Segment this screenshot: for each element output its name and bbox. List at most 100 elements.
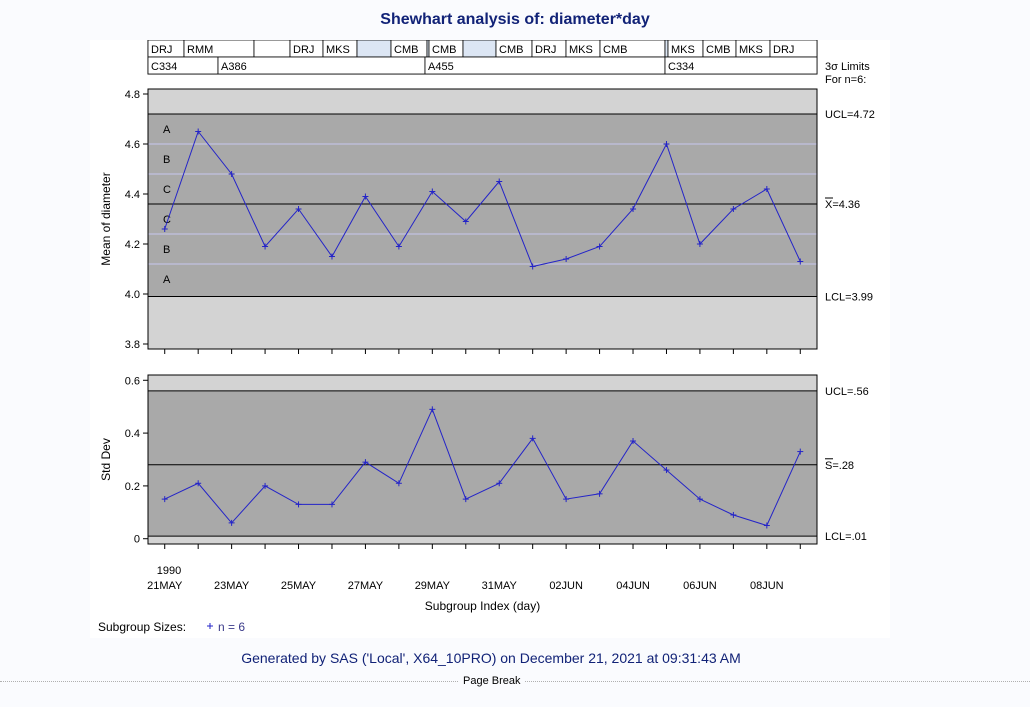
operator-cell	[253, 39, 291, 58]
y-tick-label: 4.8	[125, 89, 140, 101]
y-tick-label: 4.4	[125, 189, 140, 201]
batch-label: C334	[668, 61, 694, 73]
operator-cell	[462, 39, 497, 58]
data-point	[262, 482, 269, 489]
batch-cell	[424, 56, 666, 75]
limits-header-line1: 3σ Limits	[825, 61, 870, 73]
data-point	[295, 501, 302, 508]
chart-panel: DRJ RMM DRJ MKS CMB CMB CMB DRJ MKS CMB MKS CMB MKS D…	[90, 39, 890, 638]
data-point	[529, 263, 536, 270]
operator-cell	[664, 39, 669, 58]
operator-label: CMB	[706, 44, 730, 56]
page-break-label: Page Break	[458, 675, 526, 687]
data-point	[563, 256, 570, 262]
data-point	[663, 141, 670, 147]
y-tick-label: 0	[134, 534, 140, 546]
y-tick-label: 4.0	[125, 289, 140, 301]
data-point	[596, 243, 603, 250]
x-tick-label: 08JUN	[750, 580, 784, 592]
data-point	[630, 438, 637, 445]
center-label: S=.28	[825, 460, 854, 472]
data-point	[730, 206, 737, 212]
operator-label: DRJ	[151, 44, 172, 56]
data-point	[596, 490, 603, 497]
operator-label: MKS	[739, 44, 763, 56]
y-tick-label: 0.6	[125, 375, 140, 387]
y-tick-label: 4.2	[125, 239, 140, 251]
control-band	[148, 390, 817, 537]
batch-label: C334	[151, 61, 177, 73]
x-tick-label: 25MAY	[281, 580, 317, 592]
data-point	[429, 406, 436, 413]
x-tick-label: 23MAY	[214, 580, 250, 592]
batch-label: A455	[428, 61, 454, 73]
zone-label: C	[163, 214, 171, 226]
data-point	[161, 226, 168, 232]
data-point	[295, 206, 302, 212]
phase-table: DRJ RMM DRJ MKS CMB CMB CMB DRJ MKS CMB MKS CMB MKS D…	[147, 39, 818, 75]
x-tick-label: 02JUN	[549, 580, 583, 592]
x-tick-label: 06JUN	[683, 580, 717, 592]
zone-label: B	[163, 244, 170, 256]
data-point	[462, 496, 469, 503]
data-point	[195, 480, 202, 487]
operator-label: CMB	[394, 44, 418, 56]
x-tick-label: 31MAY	[482, 580, 518, 592]
data-point	[362, 459, 369, 466]
data-point	[161, 496, 168, 503]
data-point	[763, 186, 770, 192]
limits-header-line2: For n=6:	[825, 74, 866, 86]
data-point	[328, 501, 335, 508]
data-point	[663, 467, 670, 474]
y-axis-label: Mean of diameter	[99, 172, 113, 265]
zone-label: A	[163, 124, 171, 136]
data-point	[630, 206, 637, 212]
lcl-label: LCL=3.99	[825, 292, 873, 304]
operator-label: DRJ	[773, 44, 794, 56]
data-point	[362, 193, 369, 200]
data-point	[730, 511, 737, 518]
chart-title: Shewhart analysis of: diameter*day	[380, 11, 650, 28]
data-point	[529, 435, 536, 442]
y-axis-label: Std Dev	[99, 438, 113, 481]
data-series-line	[164, 407, 801, 527]
data-point	[262, 243, 269, 250]
y-tick-label: 4.6	[125, 139, 140, 151]
operator-label: CMB	[603, 44, 627, 56]
y-tick-label: 3.8	[125, 339, 140, 351]
data-point	[228, 171, 235, 177]
data-point	[696, 496, 703, 503]
control-chart-svg: DRJ RMM DRJ MKS CMB CMB CMB DRJ MKS CMB MKS CMB MKS D…	[98, 39, 875, 634]
data-point	[462, 218, 469, 225]
data-point	[328, 253, 335, 260]
zone-label: B	[163, 154, 170, 166]
data-point	[696, 241, 703, 247]
data-point	[763, 522, 770, 529]
x-axis-label: Subgroup Index (day)	[425, 599, 540, 613]
operator-label: MKS	[326, 44, 350, 56]
std-dev-chart: 0 0.2 0.4 0.6 Std Dev UCL=.56 LCL=.01 S=.28	[99, 374, 869, 549]
batch-label: A386	[221, 61, 247, 73]
operator-label: RMM	[187, 44, 213, 56]
data-point	[563, 496, 570, 503]
operator-label: DRJ	[535, 44, 556, 56]
x-tick-label: 21MAY	[147, 580, 183, 592]
data-point	[496, 480, 503, 487]
zone-label: A	[163, 274, 171, 286]
xbar-chart: A B C C B A 3.8 4.0 4.2 4.4 4.6 4.8 Mean of diameter…	[99, 88, 875, 354]
operator-label: MKS	[569, 44, 593, 56]
data-point	[228, 519, 235, 526]
center-label: X=4.36	[825, 199, 860, 211]
data-point	[496, 178, 503, 185]
ucl-label: UCL=4.72	[825, 109, 875, 121]
operator-label: CMB	[432, 44, 456, 56]
data-point	[195, 128, 202, 135]
data-series-line	[164, 130, 801, 268]
x-tick-label: 04JUN	[616, 580, 650, 592]
y-tick-label: 0.2	[125, 481, 140, 493]
legend-item: n = 6	[218, 620, 245, 634]
data-point	[797, 258, 804, 265]
data-point	[395, 480, 402, 487]
control-band	[148, 114, 817, 297]
y-tick-label: 0.4	[125, 428, 140, 440]
